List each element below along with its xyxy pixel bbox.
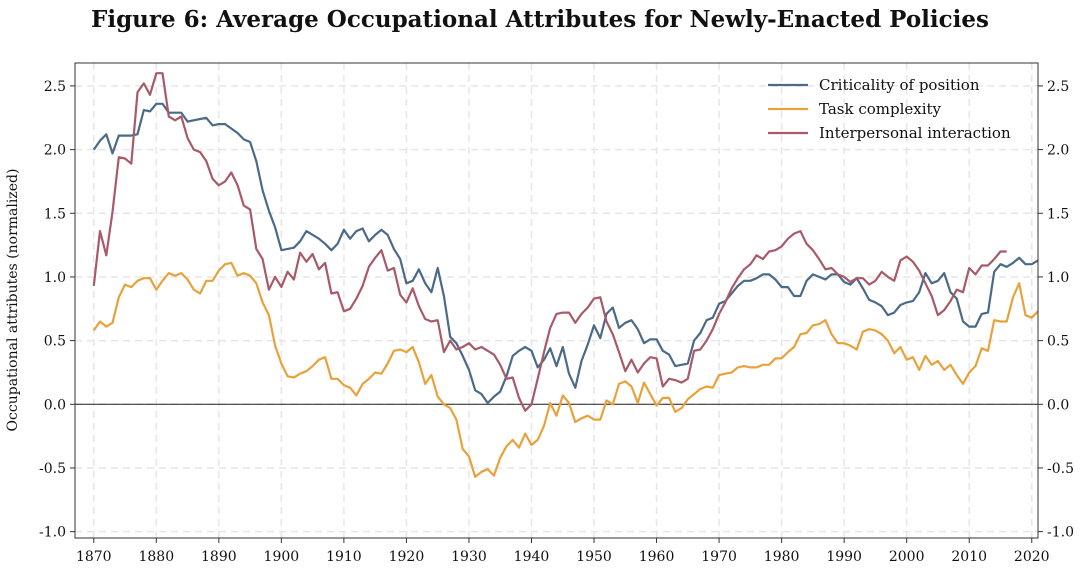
x-tick-label: 1900 — [264, 549, 300, 565]
series-line-interpersonal-interaction — [92, 72, 1007, 412]
y-tick-label-left: 2.5 — [44, 79, 66, 95]
y-tick-label-left: 1.0 — [44, 270, 66, 286]
x-tick-label: 2010 — [951, 549, 987, 565]
series-line-criticality-of-position — [92, 102, 1039, 405]
legend-label-criticality-of-position: Criticality of position — [819, 76, 980, 94]
y-tick-label-left: 0.0 — [44, 397, 66, 413]
x-tick-label: 1920 — [389, 549, 425, 565]
y-tick-label-left: 0.5 — [44, 334, 66, 350]
x-tick-label: 1940 — [514, 549, 550, 565]
series-layer — [92, 72, 1039, 478]
x-tick-label: 1890 — [201, 549, 237, 565]
y-tick-label-right: 2.5 — [1047, 79, 1069, 95]
axes: 1870 1880 1890 1900 1910 1920 1930 1940 1950 1960… — [39, 79, 1074, 565]
y-tick-label-right: 0.5 — [1047, 334, 1069, 350]
y-tick-label-right: 0.0 — [1047, 397, 1069, 413]
x-tick-label: 1910 — [326, 549, 362, 565]
y-axis-label: Occupational attributes (normalized) — [5, 169, 21, 432]
x-tick-label: 1980 — [764, 549, 800, 565]
y-tick-label-right: -0.5 — [1047, 461, 1074, 477]
y-tick-label-left: -1.0 — [39, 525, 66, 541]
legend-label-task-complexity: Task complexity — [819, 100, 942, 118]
y-tick-label-left: -0.5 — [39, 461, 66, 477]
x-tick-label: 2000 — [889, 549, 925, 565]
y-tick-label-right: 2.0 — [1047, 143, 1069, 159]
y-tick-label-right: 1.0 — [1047, 270, 1069, 286]
chart-title: Figure 6: Average Occupational Attribute… — [91, 6, 989, 33]
x-tick-label: 1990 — [826, 549, 862, 565]
x-tick-label: 1930 — [451, 549, 487, 565]
legend: Criticality of position Task complexity In… — [768, 76, 1011, 142]
plot-background — [75, 63, 1038, 538]
x-tick-label: 1960 — [639, 549, 675, 565]
y-tick-label-left: 2.0 — [44, 143, 66, 159]
x-tick-label: 1880 — [138, 549, 174, 565]
x-tick-label: 1870 — [76, 549, 112, 565]
y-tick-label-right: 1.5 — [1047, 206, 1069, 222]
grid — [75, 63, 1038, 538]
legend-label-interpersonal-interaction: Interpersonal interaction — [819, 124, 1011, 142]
x-tick-label: 1970 — [701, 549, 737, 565]
x-tick-label: 2020 — [1014, 549, 1050, 565]
x-tick-label: 1950 — [576, 549, 612, 565]
y-tick-label-left: 1.5 — [44, 206, 66, 222]
y-tick-label-right: -1.0 — [1047, 525, 1074, 541]
series-line-task-complexity — [92, 261, 1039, 478]
plot-frame — [74, 62, 1039, 539]
